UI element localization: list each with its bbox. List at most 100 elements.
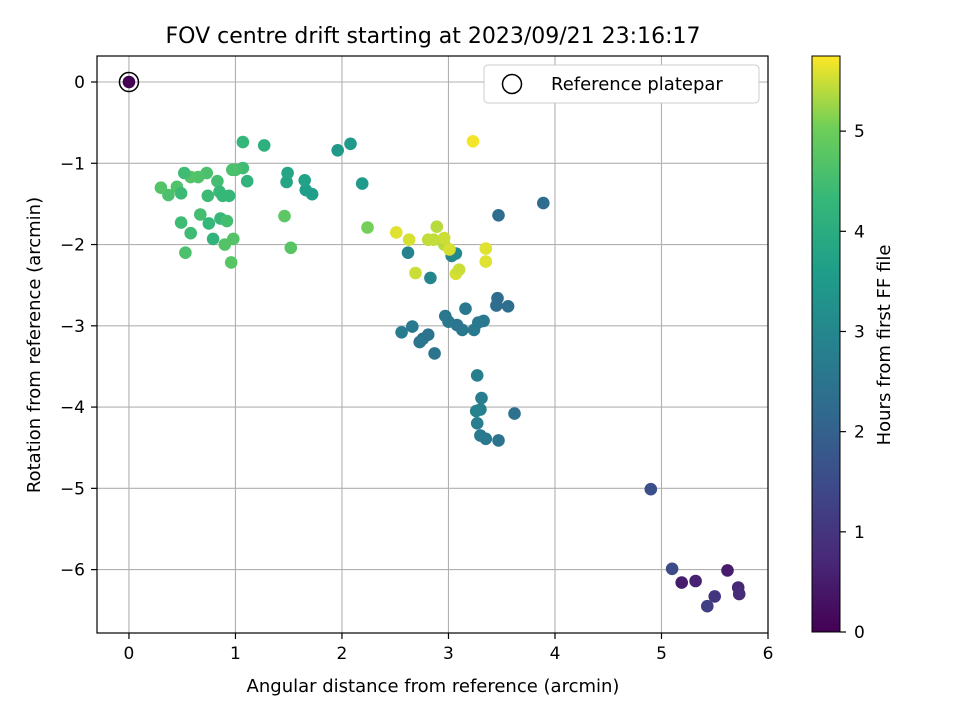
colorbar: 0 1 2 3 4 5 bbox=[811, 55, 865, 643]
data-point bbox=[475, 391, 488, 405]
reference-point-marker bbox=[122, 75, 136, 89]
data-point bbox=[459, 302, 472, 316]
data-point bbox=[421, 233, 435, 246]
data-point bbox=[469, 404, 483, 418]
x-tick-label: 5 bbox=[656, 644, 667, 664]
data-point bbox=[501, 300, 515, 313]
data-point bbox=[665, 562, 679, 576]
data-point bbox=[395, 326, 408, 339]
colorbar-tick-label: 3 bbox=[854, 322, 865, 342]
data-point bbox=[179, 246, 192, 259]
y-tick-label: −1 bbox=[60, 154, 85, 174]
x-tick-label: 3 bbox=[443, 644, 454, 664]
data-point bbox=[508, 407, 521, 420]
data-point bbox=[355, 177, 369, 190]
data-point bbox=[299, 183, 313, 197]
colorbar-gradient bbox=[811, 55, 841, 633]
data-point bbox=[701, 599, 714, 613]
data-point bbox=[344, 137, 357, 151]
legend-label: Reference platepar bbox=[551, 74, 723, 95]
data-point bbox=[424, 271, 437, 285]
y-tick-label: −4 bbox=[60, 398, 85, 418]
data-point bbox=[284, 241, 298, 255]
x-tick-label: 1 bbox=[230, 644, 241, 664]
x-tick-label: 6 bbox=[763, 644, 774, 664]
y-tick-label: −6 bbox=[60, 561, 85, 581]
data-point bbox=[361, 221, 374, 234]
data-point bbox=[644, 482, 658, 496]
legend: Reference platepar bbox=[483, 64, 760, 104]
y-tick-label: −3 bbox=[60, 317, 85, 337]
data-point bbox=[390, 226, 403, 239]
data-point bbox=[474, 429, 487, 442]
y-tick-label: −2 bbox=[60, 236, 85, 256]
data-point bbox=[443, 243, 456, 256]
data-point bbox=[537, 196, 550, 210]
data-point bbox=[490, 299, 503, 312]
data-point bbox=[222, 189, 236, 203]
colorbar-label: Hours from first FF file bbox=[874, 245, 895, 446]
data-point bbox=[732, 587, 746, 601]
data-point bbox=[479, 255, 493, 268]
data-point bbox=[492, 434, 505, 447]
data-point bbox=[439, 309, 452, 323]
data-point bbox=[240, 174, 254, 188]
colorbar-tick-label: 2 bbox=[854, 423, 865, 443]
x-axis-label: Angular distance from reference (arcmin) bbox=[247, 676, 620, 697]
data-point bbox=[298, 174, 312, 187]
x-tick-label: 4 bbox=[550, 644, 561, 664]
data-point bbox=[280, 175, 293, 189]
data-point bbox=[202, 217, 216, 230]
data-point bbox=[409, 266, 422, 280]
data-point bbox=[227, 232, 240, 246]
data-point bbox=[413, 335, 427, 349]
legend-box bbox=[483, 64, 760, 104]
colorbar-tick-label: 5 bbox=[854, 122, 865, 142]
data-point bbox=[178, 166, 191, 180]
data-point bbox=[226, 163, 239, 177]
data-point bbox=[470, 417, 484, 430]
data-point bbox=[184, 226, 197, 240]
data-point bbox=[708, 590, 721, 603]
colorbar-tick-label: 1 bbox=[854, 523, 865, 543]
data-point bbox=[201, 189, 215, 203]
chart-title: FOV centre drift starting at 2023/09/21 … bbox=[166, 24, 701, 49]
data-point bbox=[401, 246, 415, 259]
y-tick-label: −5 bbox=[60, 479, 85, 499]
data-point bbox=[154, 181, 168, 194]
reference-point-ring bbox=[118, 71, 140, 93]
data-point bbox=[428, 347, 441, 360]
colorbar-tick-label: 0 bbox=[854, 623, 865, 643]
x-tick-label: 2 bbox=[337, 644, 348, 664]
data-point bbox=[406, 320, 419, 333]
data-point bbox=[437, 231, 451, 245]
y-axis-label: Rotation from reference (arcmin) bbox=[24, 197, 45, 493]
data-point bbox=[689, 574, 702, 588]
data-point bbox=[257, 139, 271, 152]
data-point bbox=[430, 220, 444, 233]
y-tick-label: 0 bbox=[74, 73, 85, 93]
plot-area bbox=[96, 55, 769, 634]
data-point bbox=[224, 256, 238, 269]
data-point bbox=[402, 233, 416, 246]
data-point bbox=[211, 174, 224, 188]
data-point bbox=[331, 144, 345, 157]
data-point bbox=[194, 208, 207, 221]
plot-frame bbox=[96, 55, 769, 634]
colorbar-tick-label: 4 bbox=[854, 222, 865, 242]
data-point bbox=[466, 135, 480, 148]
data-point bbox=[470, 369, 484, 382]
data-point bbox=[220, 214, 234, 228]
data-point bbox=[675, 576, 688, 589]
data-point bbox=[206, 232, 220, 246]
data-point bbox=[236, 135, 250, 149]
data-point bbox=[479, 242, 493, 255]
data-point bbox=[174, 187, 188, 200]
data-point bbox=[467, 323, 481, 337]
data-point bbox=[278, 209, 291, 223]
data-point bbox=[174, 216, 188, 229]
data-point bbox=[721, 564, 734, 577]
data-point bbox=[492, 209, 505, 222]
x-tick-label: 0 bbox=[124, 644, 135, 664]
